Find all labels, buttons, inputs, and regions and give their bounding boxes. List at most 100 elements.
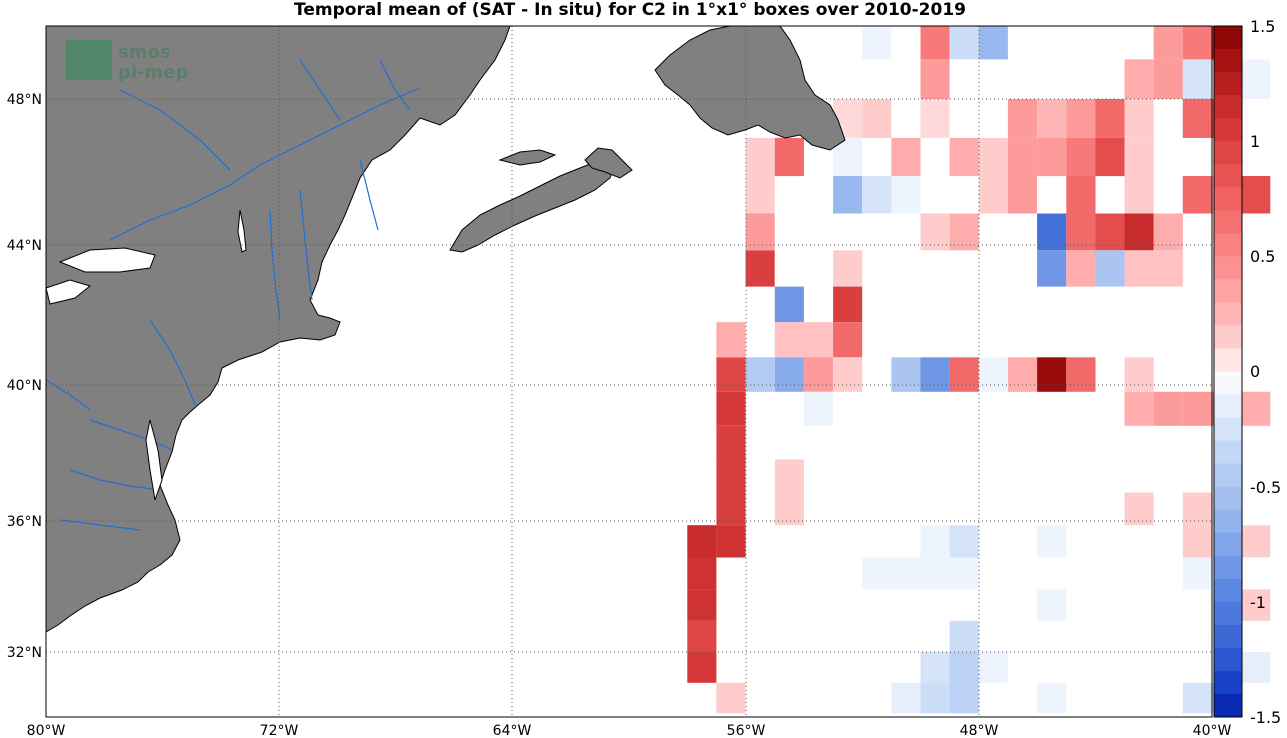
lat-tick-label: 40°N [7, 378, 42, 394]
heatmap-cell [891, 137, 921, 177]
heatmap-cell [774, 492, 804, 526]
heatmap-cell [716, 322, 746, 358]
colorbar-tick-label: -1 [1250, 593, 1266, 612]
colorbar-segment [1214, 164, 1242, 188]
lat-tick-label: 44°N [7, 238, 42, 254]
heatmap-cell [920, 557, 950, 590]
colorbar-segment [1214, 440, 1242, 465]
heatmap-cell [1241, 589, 1271, 621]
heatmap-cell [745, 250, 775, 287]
heatmap-cell [1124, 99, 1154, 138]
colorbar-segment [1214, 371, 1242, 395]
heatmap-cells [687, 26, 1271, 714]
heatmap-cell [745, 213, 775, 251]
colorbar-tick-label: -0.5 [1250, 478, 1281, 497]
heatmap-cell [833, 322, 863, 358]
heatmap-cell [978, 26, 1008, 60]
lat-tick-label: 32°N [7, 645, 42, 661]
heatmap-cell [1124, 357, 1154, 392]
heatmap-cell [1241, 176, 1271, 214]
heatmap-cell [1095, 99, 1125, 138]
colorbar-frame [1213, 25, 1243, 718]
heatmap-cell [949, 357, 979, 392]
lon-tick-labels: 80°W 72°W 64°W 56°W 48°W 40°W [27, 723, 1232, 738]
colorbar-segment [1214, 302, 1242, 326]
colorbar-segment [1214, 694, 1242, 718]
heatmap-cell [716, 425, 746, 460]
heatmap-cell [1007, 357, 1037, 392]
colorbar-segment [1214, 555, 1242, 580]
colorbar: 1.5 1 0.5 0 -0.5 -1 -1.5 [1213, 17, 1281, 727]
river-susquehanna [149, 319, 196, 406]
lon-tick-label: 48°W [960, 723, 999, 738]
heatmap-cell [716, 391, 746, 426]
logo-line1: smos [118, 42, 171, 63]
colorbar-segment [1214, 509, 1242, 534]
heatmap-cell [1124, 59, 1154, 99]
heatmap-cell [1182, 682, 1212, 714]
heatmap-cell [1037, 213, 1067, 251]
heatmap-cell [774, 322, 804, 358]
heatmap-cell [803, 357, 834, 392]
lon-tick-label: 56°W [727, 723, 766, 738]
lon-tick-label: 72°W [260, 723, 299, 738]
heatmap-cell [687, 652, 717, 683]
heatmap-cell [1007, 137, 1037, 177]
heatmap-cell [978, 137, 1008, 177]
heatmap-cell [1182, 391, 1212, 426]
map-area: smos pi-mep [45, 25, 1271, 718]
lon-tick-label: 40°W [1193, 723, 1232, 738]
heatmap-cell [745, 357, 775, 392]
lon-tick-label: 64°W [493, 723, 532, 738]
heatmap-cell [1037, 682, 1067, 714]
land-layer [45, 25, 846, 633]
heatmap-cell [716, 525, 746, 558]
heatmap-cell [745, 176, 775, 214]
heatmap-cell [891, 357, 921, 392]
river-maine [359, 159, 379, 231]
heatmap-cell [949, 213, 979, 251]
heatmap-cell [862, 26, 892, 60]
colorbar-tick-labels: 1.5 1 0.5 0 -0.5 -1 -1.5 [1250, 17, 1281, 727]
colorbar-segment [1214, 279, 1242, 303]
colorbar-segment [1214, 118, 1242, 142]
heatmap-cell [1095, 250, 1125, 287]
colorbar-segment [1214, 325, 1242, 349]
heatmap-cell [1182, 59, 1212, 99]
heatmap-cell [949, 525, 979, 558]
colorbar-segment [1214, 647, 1242, 672]
heatmap-cell [687, 525, 717, 558]
colorbar-segment [1214, 624, 1242, 649]
bay-chesapeake [145, 419, 163, 501]
heatmap-cell [716, 357, 746, 392]
lake-erie [45, 279, 92, 305]
colorbar-segment [1214, 601, 1242, 626]
heatmap-cell [1124, 250, 1154, 287]
lat-tick-label: 36°N [7, 514, 42, 530]
colorbar-segment [1214, 256, 1242, 280]
heatmap-cell [1037, 250, 1067, 287]
heatmap-cell [833, 357, 863, 392]
heatmap-cell [1037, 525, 1067, 558]
colorbar-tick-label: 1.5 [1250, 17, 1275, 36]
heatmap-cell [1182, 176, 1212, 214]
lon-tick-label: 80°W [27, 723, 66, 738]
heatmap-cell [716, 682, 746, 714]
heatmap-cell [862, 557, 892, 590]
logo-mark [66, 40, 112, 80]
land-prince-edward-island [498, 149, 557, 166]
heatmap-cell [774, 459, 804, 493]
heatmap-cell [1182, 99, 1212, 138]
heatmap-cell [1124, 492, 1154, 526]
heatmap-cell [978, 652, 1008, 683]
heatmap-cell [1241, 525, 1271, 558]
heatmap-cell [949, 26, 979, 60]
colorbar-segment [1214, 210, 1242, 234]
heatmap-cell [949, 620, 979, 652]
river-hudson [269, 209, 281, 321]
river-potomac [89, 419, 173, 451]
heatmap-cell [1066, 213, 1096, 251]
colorbar-segment [1214, 141, 1242, 165]
heatmap-cell [862, 99, 892, 138]
colorbar-segment [1214, 187, 1242, 211]
